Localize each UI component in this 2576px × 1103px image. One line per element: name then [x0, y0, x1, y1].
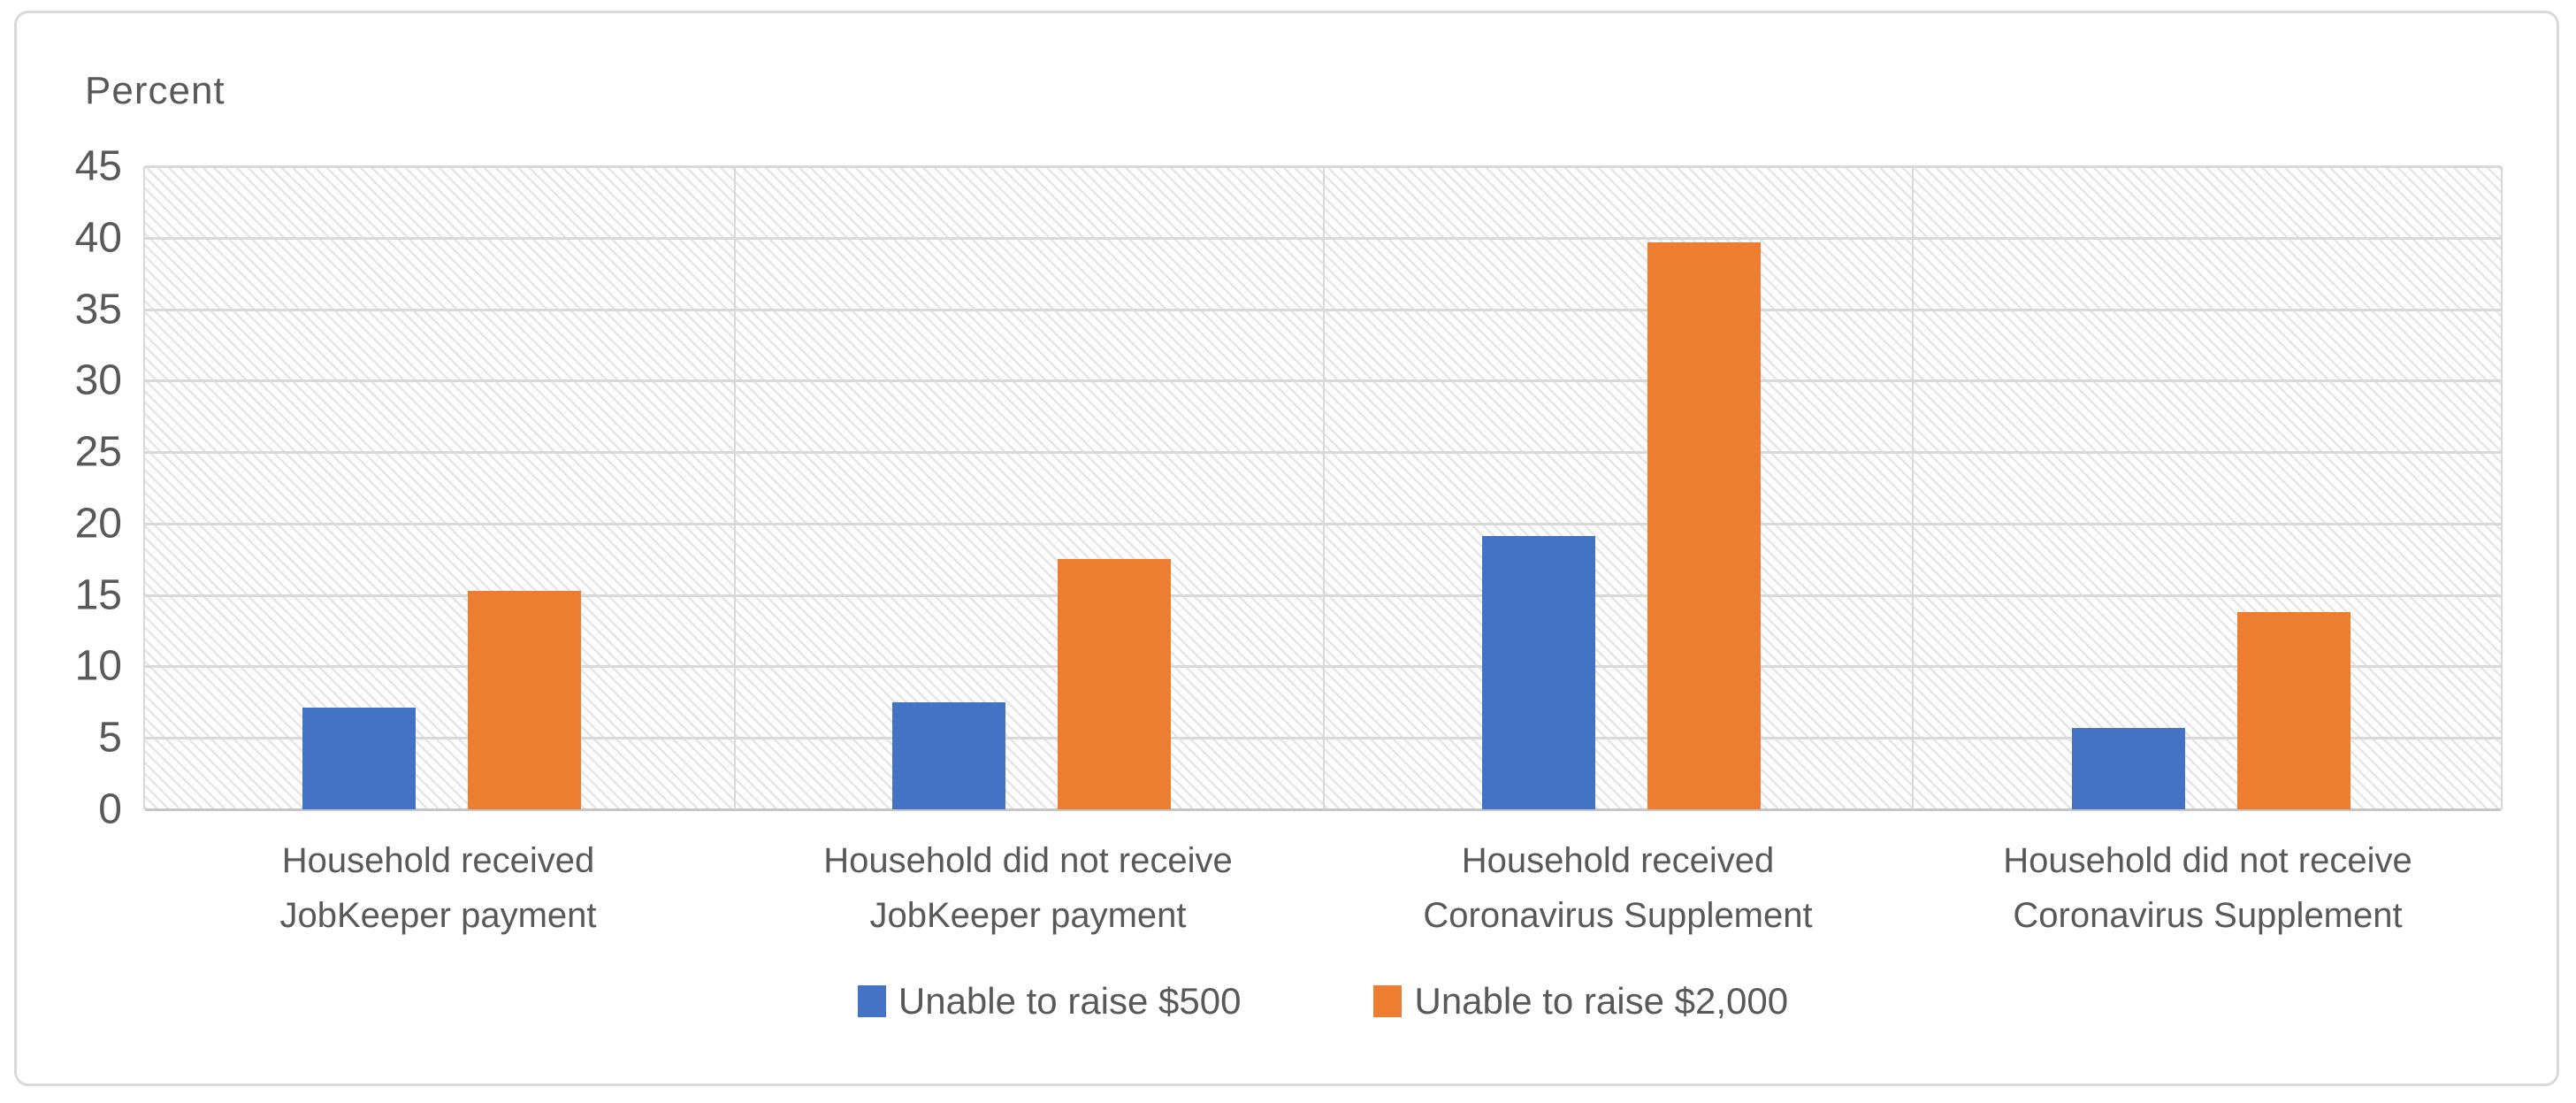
bar-raise-500-category-2: [892, 701, 1005, 809]
legend-label: Unable to raise $2,000: [1414, 980, 1789, 1022]
legend-item-raise-2000: Unable to raise $2,000: [1373, 980, 1788, 1023]
plot-area: [143, 165, 2503, 811]
category-label-line: Household did not receive: [2003, 841, 2412, 880]
bar-raise-500-category-3: [1482, 536, 1595, 809]
category-separator-line: [1323, 166, 1325, 809]
y-tick-label-30: 30: [74, 356, 122, 404]
y-tick-label-0: 0: [98, 785, 122, 833]
category-label-4: Household did not receive Coronavirus Sup…: [1913, 833, 2503, 943]
y-tick-label-40: 40: [74, 214, 122, 262]
category-label-line: Coronavirus Supplement: [1423, 896, 1813, 935]
category-separator-line: [734, 166, 736, 809]
bar-raise-2000-category-3: [1647, 241, 1761, 809]
y-tick-label-45: 45: [74, 142, 122, 190]
category-label-3: Household received Coronavirus Supplement: [1323, 833, 1913, 943]
bar-raise-2000-category-1: [468, 590, 581, 809]
y-tick-label-10: 10: [74, 642, 122, 690]
legend-swatch-icon: [857, 985, 886, 1017]
legend-item-raise-500: Unable to raise $500: [857, 980, 1242, 1023]
category-label-line: Household received: [281, 841, 595, 880]
chart-legend: Unable to raise $500 Unable to raise $2,0…: [143, 980, 2503, 1023]
category-label-1: Household received JobKeeper payment: [143, 833, 733, 943]
legend-swatch-icon: [1373, 985, 1403, 1017]
bar-raise-500-category-1: [302, 708, 416, 809]
category-label-line: Household received: [1461, 841, 1775, 880]
bar-raise-2000-category-4: [2237, 612, 2351, 809]
y-tick-label-35: 35: [74, 286, 122, 333]
bar-raise-2000-category-2: [1058, 559, 1171, 809]
category-separator-line: [1912, 166, 1914, 809]
category-label-line: JobKeeper payment: [869, 896, 1187, 935]
y-axis-title: Percent: [85, 69, 225, 112]
category-label-2: Household did not receive JobKeeper payme…: [733, 833, 1323, 943]
y-tick-label-20: 20: [74, 500, 122, 548]
category-label-line: Household did not receive: [823, 841, 1233, 880]
legend-label: Unable to raise $500: [898, 980, 1242, 1022]
y-tick-label-15: 15: [74, 571, 122, 619]
x-axis-line: [145, 808, 2501, 811]
y-tick-label-5: 5: [98, 714, 122, 762]
category-label-line: Coronavirus Supplement: [2013, 896, 2403, 935]
x-axis-category-labels: Household received JobKeeper payment House…: [143, 833, 2503, 943]
y-tick-label-25: 25: [74, 428, 122, 476]
bar-raise-500-category-4: [2072, 727, 2185, 809]
category-label-line: JobKeeper payment: [279, 896, 597, 935]
